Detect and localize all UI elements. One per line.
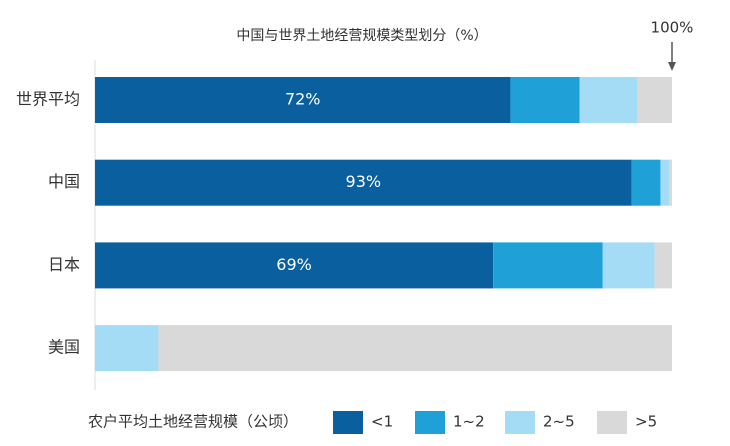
legend-swatch [333,411,363,434]
data-label: 69% [276,255,312,274]
bar-segment [631,159,661,206]
legend-swatch [597,411,627,434]
y-tick-label: 美国 [48,338,80,357]
data-label: 72% [285,90,321,109]
bar-segment [95,77,511,123]
bar-segment [654,242,672,289]
bar-segment [579,77,638,123]
legend-label: >5 [635,413,657,431]
y-tick-label: 日本 [48,255,80,274]
annotation-arrowhead [668,62,676,71]
bar-segment [602,242,655,289]
legend-label: 2~5 [543,413,575,431]
bar-segment [660,159,670,206]
bar-segment [95,242,494,289]
bar-segment [95,159,632,206]
y-tick-label: 世界平均 [16,90,80,109]
legend-label: 1~2 [453,413,485,431]
legend-swatch [505,411,535,434]
data-label: 93% [346,172,382,191]
y-tick-label: 中国 [48,172,80,191]
bar-segment [510,77,580,123]
legend-title: 农户平均土地经营规模（公顷） [88,413,298,431]
bar-segment [637,77,672,123]
legend-label: <1 [371,413,393,431]
annotation: 100% [651,19,694,37]
bar-segment [158,325,673,372]
legend-swatch [415,411,445,434]
bar-segment [669,159,672,206]
bar-segment [493,242,603,289]
chart-title: 中国与世界土地经营规模类型划分（%） [236,28,487,44]
bar-segment [95,325,159,372]
